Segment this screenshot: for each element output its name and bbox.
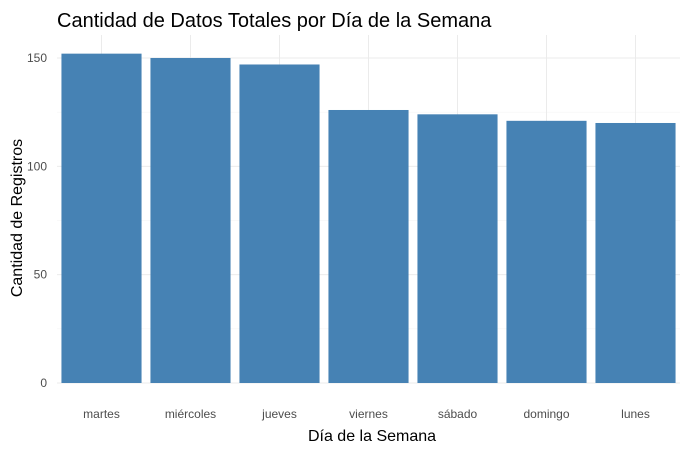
bar-4	[328, 109, 409, 384]
x-tick-label: miércoles	[165, 407, 216, 421]
y-tick-label: 100	[27, 159, 47, 173]
y-tick-label: 50	[34, 268, 48, 282]
y-axis-title: Cantidad de Registros	[9, 139, 26, 297]
x-tick-label: sábado	[438, 407, 478, 421]
bar-2	[150, 57, 231, 384]
bar-1	[61, 53, 142, 384]
chart-title: Cantidad de Datos Totales por Día de la …	[57, 10, 492, 32]
bar-6	[506, 120, 587, 384]
bar-7	[595, 122, 676, 383]
x-tick-label: lunes	[621, 407, 650, 421]
bar-3	[239, 64, 320, 384]
x-tick-label: viernes	[349, 407, 388, 421]
y-axis-ticks: 0 50 100 150	[27, 51, 47, 390]
bars	[61, 53, 676, 384]
y-tick-label: 150	[27, 51, 47, 65]
x-tick-label: domingo	[523, 407, 569, 421]
x-axis-ticks: martes miércoles jueves viernes sábado doming…	[83, 407, 650, 421]
y-tick-label: 0	[40, 376, 47, 390]
bar-5	[417, 114, 498, 384]
x-tick-label: martes	[83, 407, 120, 421]
x-tick-label: jueves	[261, 407, 297, 421]
x-axis-title: Día de la Semana	[308, 428, 436, 445]
